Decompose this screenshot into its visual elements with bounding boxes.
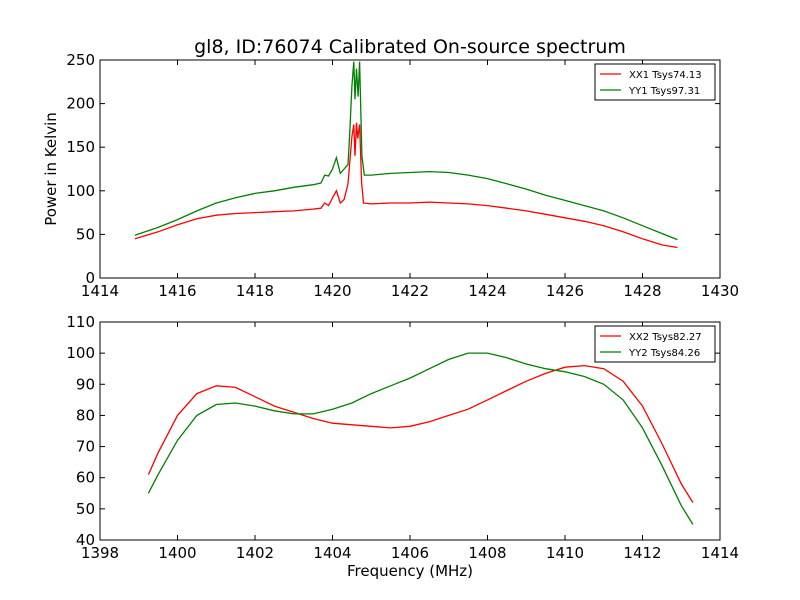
x-tick-label: 1420	[313, 282, 351, 300]
y-tick-label: 100	[66, 182, 95, 200]
x-tick-label: 1418	[236, 282, 274, 300]
y-tick-label: 40	[76, 531, 95, 549]
x-tick-label: 1406	[391, 544, 429, 562]
y-tick-label: 110	[66, 313, 95, 331]
legend: XX2 Tsys82.27 YY2 Tsys84.26	[594, 325, 716, 363]
top-spectrum-plot: 1414 1416 1418 1420 1422 1424 1426 1428 1430 0 50 1…	[42, 51, 739, 300]
legend-box	[594, 325, 716, 363]
y-tick-label: 80	[76, 406, 95, 424]
series-line-1	[134, 122, 678, 249]
y-tick-label: 100	[66, 344, 95, 362]
x-tick-label: 1404	[313, 544, 351, 562]
x-tick-label: 1424	[468, 282, 506, 300]
y-axis-label: Power in Kelvin	[42, 112, 60, 226]
legend-label: YY2 Tsys84.26	[628, 348, 700, 359]
x-tick-label: 1426	[546, 282, 584, 300]
x-tick-label: 1400	[158, 544, 196, 562]
x-tick-label: 1398	[81, 544, 119, 562]
series-line-2	[147, 352, 694, 525]
y-tick-label: 50	[76, 225, 95, 243]
x-tick-label: 1428	[623, 282, 661, 300]
y-tick-label: 60	[76, 469, 95, 487]
y-tick-label: 90	[76, 375, 95, 393]
x-tick-label: 1430	[701, 282, 739, 300]
x-axis-label: Frequency (MHz)	[347, 562, 473, 580]
y-tick-label: 150	[66, 138, 95, 156]
y-tick-label: 0	[85, 269, 95, 287]
x-tick-label: 1416	[158, 282, 196, 300]
y-tick-label: 50	[76, 500, 95, 518]
x-tick-label: 1422	[391, 282, 429, 300]
y-tick-label: 250	[66, 51, 95, 69]
legend-label: XX1 Tsys74.13	[629, 70, 702, 81]
x-tick-label: 1410	[546, 544, 584, 562]
x-tick-label: 1414	[81, 282, 119, 300]
series-line-1	[147, 364, 694, 503]
legend: XX1 Tsys74.13 YY1 Tsys97.31	[594, 63, 716, 101]
x-tick-label: 1408	[468, 544, 506, 562]
legend-label: YY1 Tsys97.31	[628, 86, 700, 97]
y-tick-label: 70	[76, 438, 95, 456]
chart-title: gl8, ID:76074 Calibrated On-source spect…	[194, 36, 626, 58]
y-tick-label: 200	[66, 95, 95, 113]
x-tick-label: 1414	[701, 544, 739, 562]
legend-box	[594, 63, 716, 101]
x-tick-label: 1402	[236, 544, 274, 562]
x-tick-label: 1412	[623, 544, 661, 562]
series-line-2	[134, 61, 678, 241]
bottom-spectrum-plot: 1398 1400 1402 1404 1406 1408 1410 1412 1414 40 50…	[66, 313, 739, 580]
legend-label: XX2 Tsys82.27	[629, 332, 702, 343]
